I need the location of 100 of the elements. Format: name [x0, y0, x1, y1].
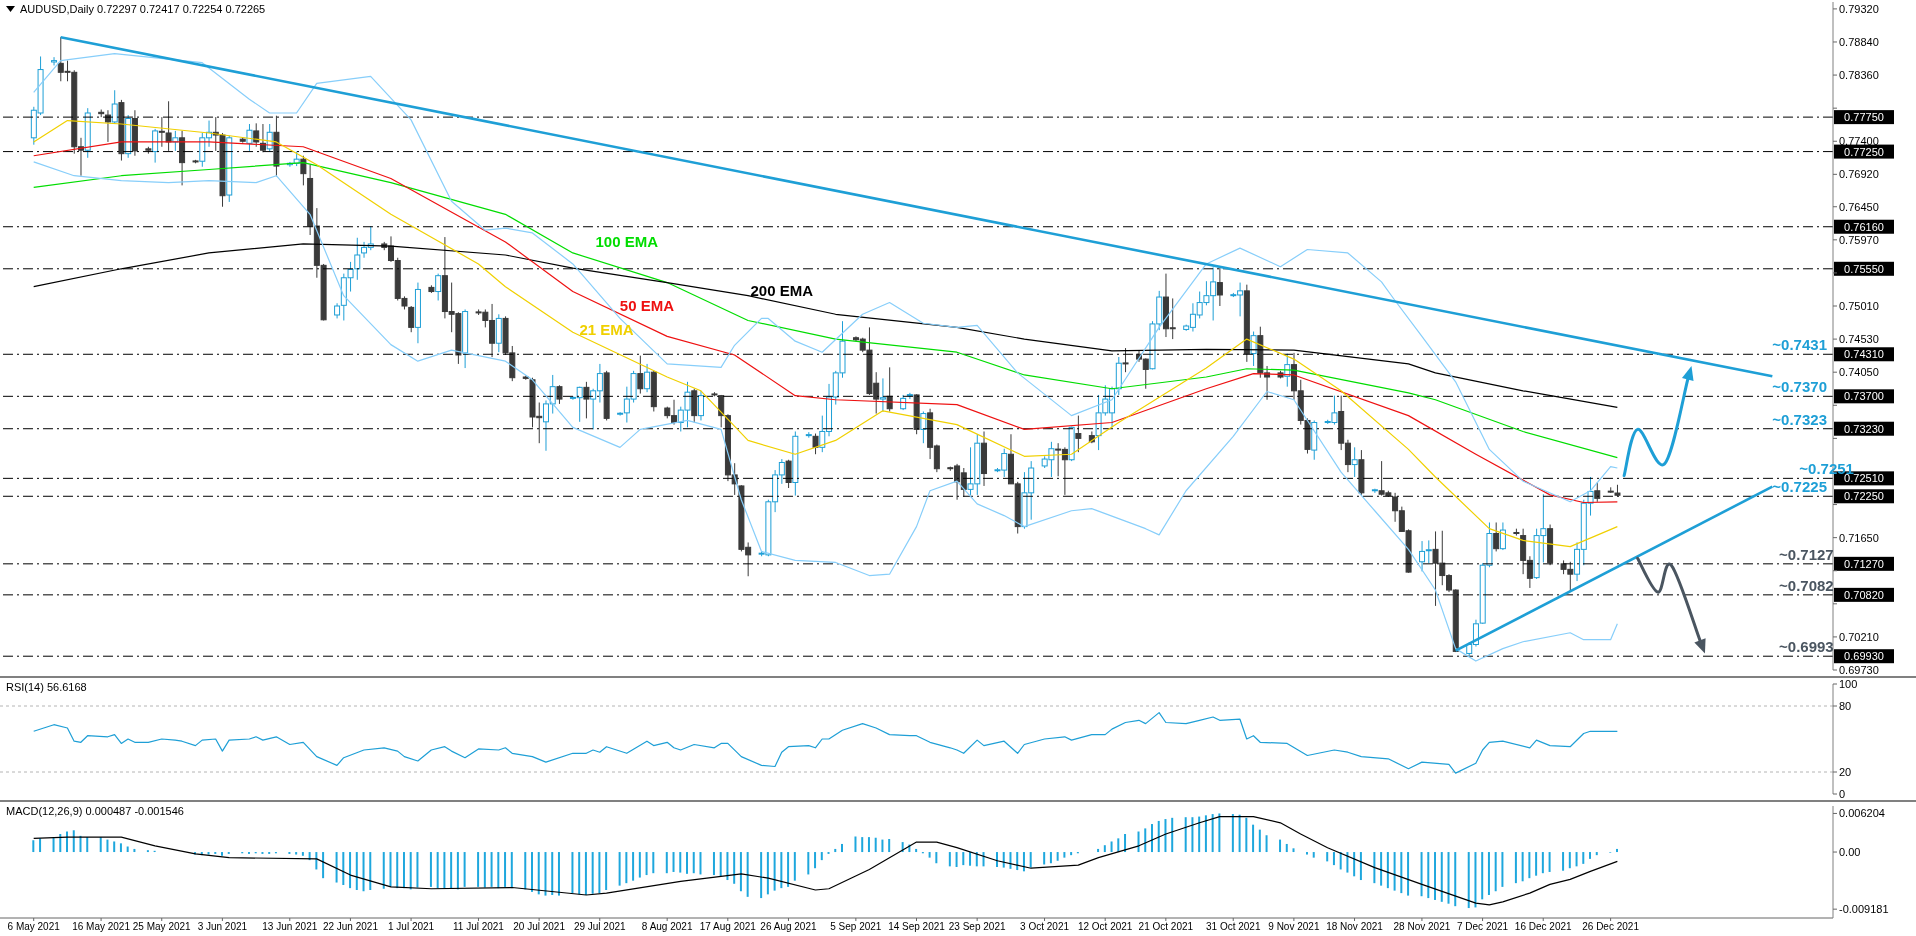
ref-line-label: 0.74310	[1844, 348, 1884, 361]
bar	[578, 852, 581, 895]
bar	[1198, 816, 1201, 853]
line-series	[33, 815, 1618, 906]
bar	[1514, 852, 1517, 884]
annotation: ~0.6993	[1779, 638, 1834, 656]
x-tick-label: 6 May 2021	[7, 921, 61, 933]
ref-line-label: 0.72250	[1844, 490, 1884, 503]
bar	[1467, 852, 1470, 909]
x-tick-label: 20 Jul 2021	[513, 921, 566, 933]
ref-line-label: 0.71270	[1844, 557, 1884, 570]
bar	[719, 852, 722, 877]
bar	[1353, 852, 1356, 877]
bar	[1380, 852, 1383, 886]
bar	[712, 852, 715, 876]
x-tick-label: 13 Jun 2021	[262, 921, 318, 933]
bar	[1171, 817, 1174, 853]
x-tick-label: 3 Jun 2021	[197, 921, 248, 933]
bar	[1494, 852, 1497, 892]
bar	[1582, 852, 1585, 864]
bar	[1346, 852, 1349, 873]
annotation: ~0.7127	[1779, 545, 1834, 563]
bar	[793, 852, 796, 881]
bar	[1454, 852, 1457, 907]
bar	[544, 852, 547, 896]
candlestick	[246, 123, 253, 152]
bar	[652, 852, 655, 874]
candlestick	[812, 433, 819, 455]
y-tick-label: 100	[1839, 677, 1858, 690]
candlestick	[920, 410, 927, 444]
bar	[86, 837, 89, 853]
annotation: ~0.7431	[1772, 336, 1827, 354]
candlestick	[435, 273, 442, 301]
bar	[665, 852, 668, 874]
bar	[679, 852, 682, 873]
bar	[632, 852, 635, 881]
bar	[686, 852, 689, 874]
bar	[1097, 848, 1100, 853]
y-tick-label: -0.009181	[1839, 903, 1889, 916]
bar	[1535, 852, 1538, 876]
chart-title: MACD(12,26,9) 0.000487 -0.001546	[6, 805, 184, 817]
bar	[1312, 852, 1315, 858]
bar	[915, 848, 918, 853]
y-tick-label: 0.006204	[1839, 807, 1885, 820]
bar	[301, 852, 304, 856]
x-tick-label: 8 Aug 2021	[641, 921, 693, 933]
bar	[834, 848, 837, 853]
x-tick-label: 22 Jun 2021	[322, 921, 379, 933]
candlestick	[1493, 521, 1500, 552]
bar	[948, 852, 951, 867]
line-series	[33, 712, 1618, 774]
bar	[692, 852, 695, 874]
bar	[1002, 852, 1005, 868]
x-tick-label: 14 Sep 2021	[888, 921, 946, 933]
bar	[699, 852, 702, 875]
bar	[113, 841, 116, 853]
y-tick-label: 0.79320	[1839, 2, 1879, 15]
bar	[490, 852, 493, 887]
candlestick	[1425, 539, 1432, 564]
bar	[874, 837, 877, 853]
bar	[955, 852, 958, 867]
x-tick-label: 9 Nov 2021	[1268, 921, 1320, 933]
bar	[1029, 852, 1032, 868]
bar	[456, 852, 459, 890]
bar	[1521, 852, 1524, 882]
bar	[645, 852, 648, 876]
bar	[1211, 814, 1214, 853]
bar	[1204, 815, 1207, 853]
candlestick	[556, 384, 563, 405]
y-tick-label: 80	[1839, 699, 1852, 712]
bar	[1245, 817, 1248, 853]
bar	[1022, 852, 1025, 872]
bar	[1487, 852, 1490, 895]
bar	[335, 852, 338, 883]
candlestick	[1419, 540, 1426, 572]
bar	[1285, 843, 1288, 853]
bar	[1427, 852, 1430, 899]
bar	[1326, 852, 1329, 862]
candlestick	[300, 155, 307, 186]
bar	[504, 852, 507, 887]
bar	[1393, 852, 1396, 891]
bar	[625, 852, 628, 884]
ref-line-label: 0.75550	[1844, 262, 1884, 275]
series-label: 200 EMA	[750, 281, 814, 299]
bar	[739, 852, 742, 892]
bar	[787, 852, 790, 887]
candlestick	[1351, 446, 1358, 478]
candlestick	[785, 459, 792, 489]
bar	[537, 852, 540, 895]
bar	[618, 852, 621, 886]
x-tick-label: 3 Oct 2021	[1020, 921, 1070, 933]
annotation: ~0.7082	[1779, 576, 1834, 594]
bar	[207, 852, 210, 855]
candlestick	[253, 122, 260, 148]
series-label: 100 EMA	[595, 232, 659, 250]
bar	[1070, 852, 1073, 856]
y-tick-label: 0.76450	[1839, 200, 1879, 213]
bar	[760, 852, 763, 899]
x-tick-label: 7 Dec 2021	[1457, 921, 1509, 933]
x-tick-label: 25 May 2021	[132, 921, 192, 933]
